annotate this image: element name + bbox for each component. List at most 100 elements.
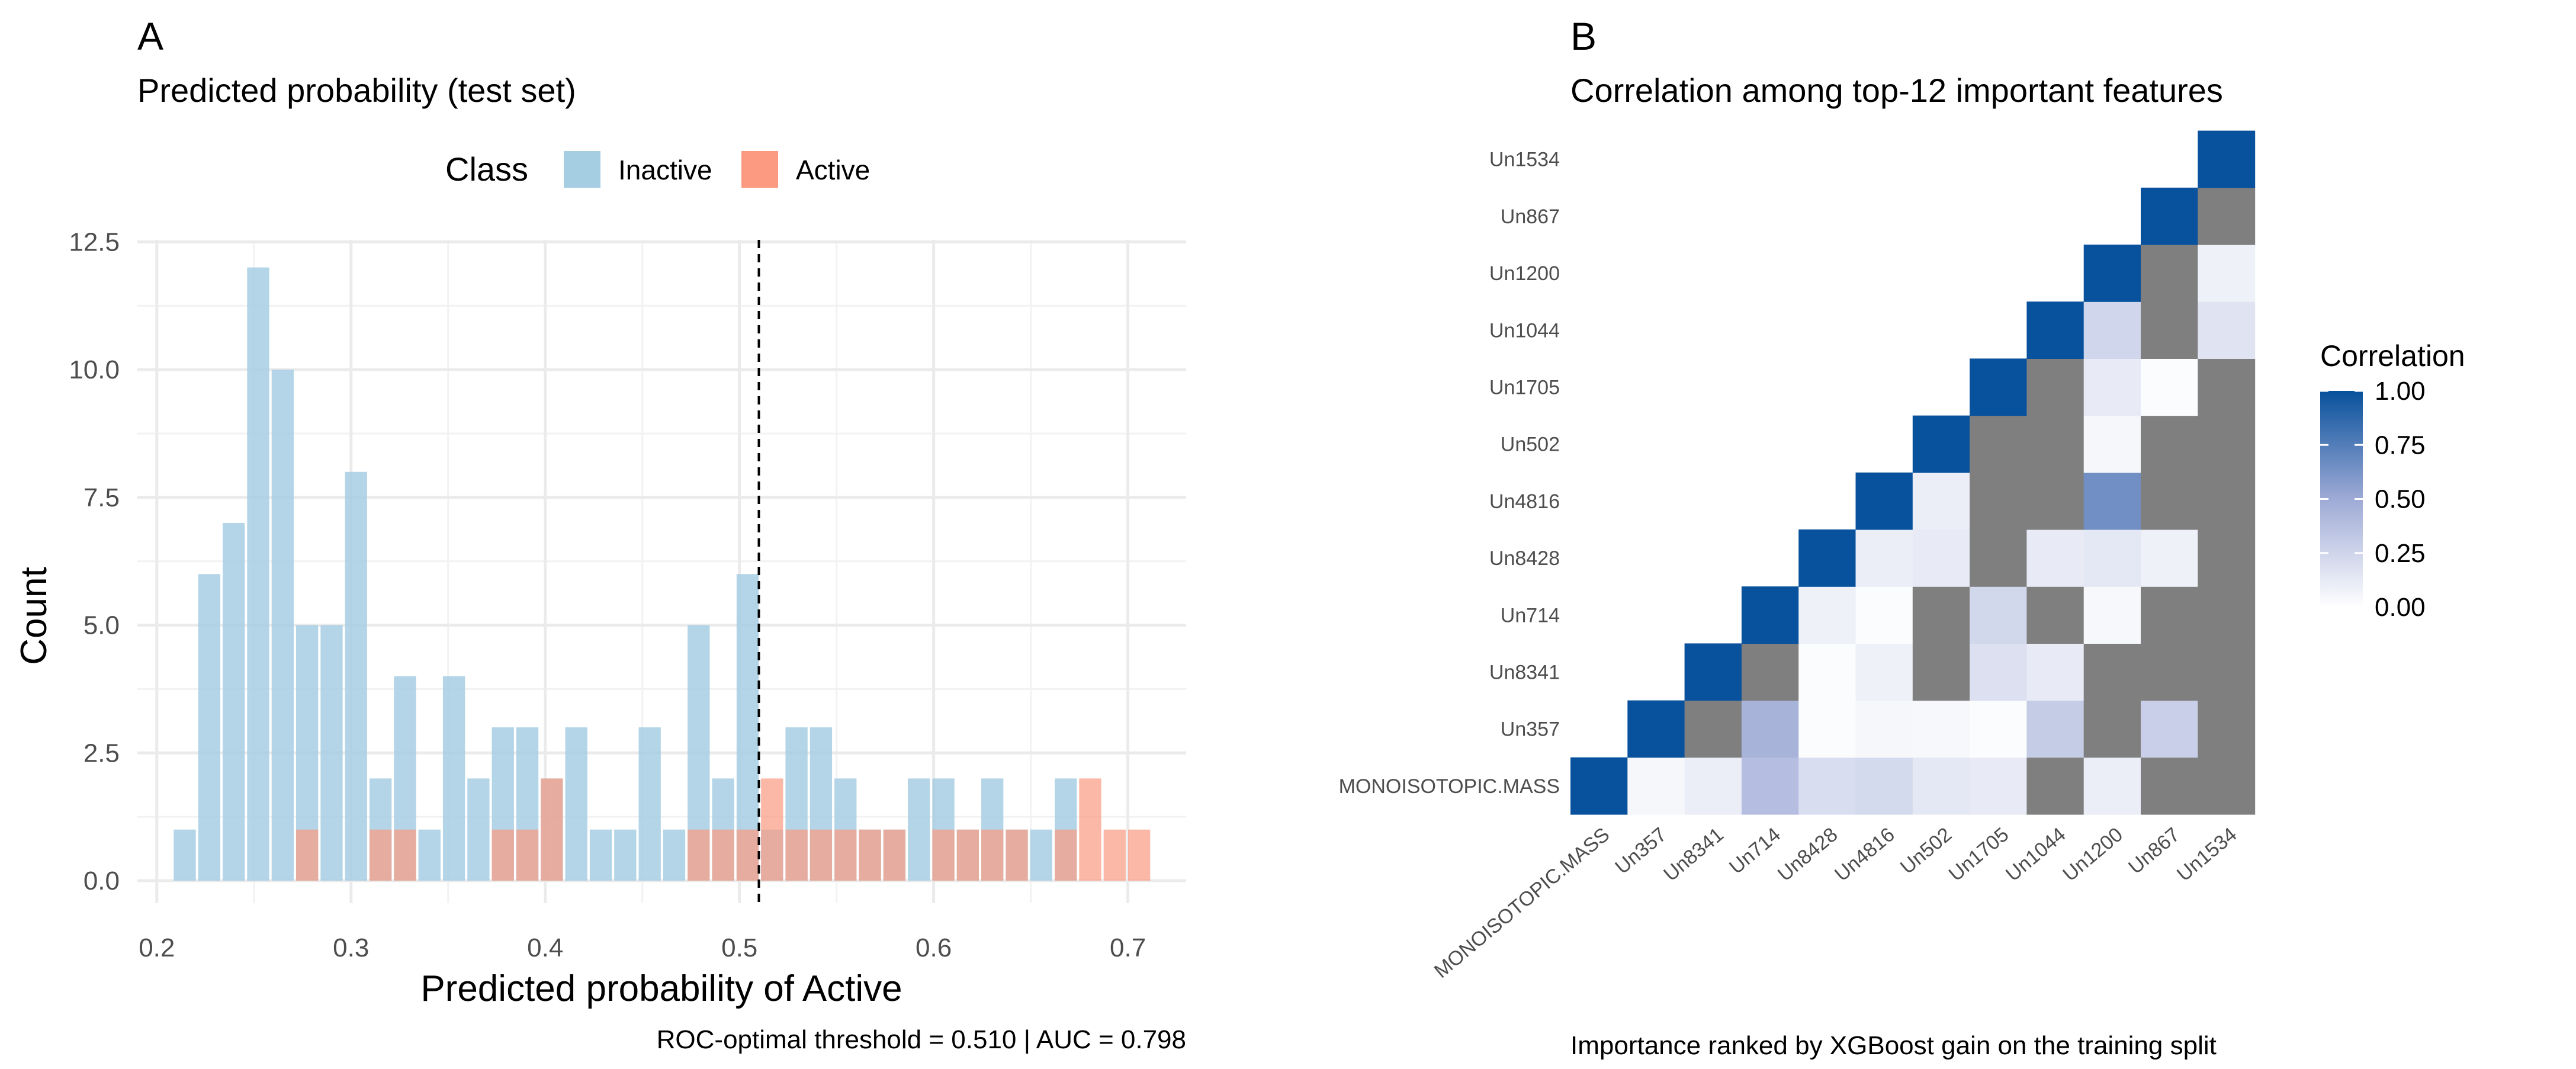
histogram-bar-inactive (271, 370, 294, 881)
heatmap-row-label: Un1534 (1489, 149, 1560, 171)
heatmap-cell (1970, 415, 2027, 473)
heatmap-cell (2198, 130, 2256, 188)
x-tick-label: 0.5 (721, 933, 757, 962)
heatmap-cell (2083, 586, 2141, 644)
histogram-gridlines (137, 240, 1186, 903)
heatmap-cell (2083, 643, 2141, 701)
heatmap-cell (2083, 700, 2141, 758)
heatmap-cell (2141, 472, 2198, 530)
heatmap-cell (2141, 643, 2198, 701)
histogram-bar-inactive (223, 523, 245, 881)
heatmap-cell (2198, 757, 2256, 815)
colorbar-title: Correlation (2320, 339, 2465, 373)
histogram-bar-active (712, 829, 734, 881)
heatmap-cells (1570, 130, 2256, 815)
heatmap-cell (2198, 301, 2256, 359)
heatmap-cell (2141, 245, 2198, 302)
heatmap-cell (2026, 415, 2084, 473)
heatmap-cell (1855, 529, 1913, 587)
heatmap-row-label: Un1705 (1489, 377, 1560, 399)
histogram-bar-active (834, 829, 857, 881)
histogram-bar-active (810, 829, 833, 881)
heatmap-cell (1798, 757, 1856, 815)
heatmap-row-label: MONOISOTOPIC.MASS (1339, 775, 1560, 798)
histogram-legend: Class Inactive Active (445, 150, 870, 188)
histogram-bar-inactive (614, 829, 637, 881)
histogram-bar-inactive (320, 625, 343, 881)
heatmap-cell (2141, 700, 2198, 758)
heatmap-cell (1684, 700, 1742, 758)
heatmap-cell (1912, 700, 1970, 758)
heatmap-cell (2141, 187, 2198, 245)
histogram-bar-active (541, 778, 563, 881)
histogram-bar-inactive (908, 778, 930, 881)
heatmap-cell (2198, 700, 2256, 758)
histogram-bar-inactive (174, 829, 196, 881)
heatmap-cell (2026, 301, 2084, 359)
heatmap-cell (1741, 757, 1799, 815)
histogram-bar-active (956, 829, 979, 881)
histogram-bar-active (1128, 829, 1151, 881)
colorbar-tick-label: 0.75 (2375, 431, 2426, 460)
legend-swatch-active (741, 151, 778, 188)
heatmap-cell (1741, 643, 1799, 701)
heatmap-cell (1627, 757, 1685, 815)
heatmap-cell (1684, 757, 1742, 815)
heatmap-row-label: Un714 (1501, 604, 1560, 627)
heatmap-cell (2198, 358, 2256, 416)
heatmap-cell (2083, 415, 2141, 473)
heatmap-cell (1855, 472, 1913, 530)
heatmap-row-label: Un357 (1501, 718, 1560, 741)
heatmap-cell (2083, 301, 2141, 359)
heatmap-row-label: Un4816 (1489, 490, 1560, 513)
colorbar-tick-label: 0.00 (2375, 593, 2426, 622)
histogram-bar-active (369, 829, 392, 881)
y-tick-label: 7.5 (83, 483, 120, 512)
histogram-bar-inactive (1030, 829, 1053, 881)
heatmap-cell (2198, 472, 2256, 530)
heatmap-cell (1970, 700, 2027, 758)
heatmap-cell (2083, 245, 2141, 302)
histogram-bar-active (932, 829, 955, 881)
heatmap-cell (2141, 301, 2198, 359)
heatmap-cell (1570, 757, 1628, 815)
y-tick-label: 10.0 (69, 355, 120, 384)
histogram-bar-active (883, 829, 906, 881)
y-axis-title: Count (14, 567, 54, 664)
histogram-bar-inactive (345, 471, 367, 881)
panel-b-caption: Importance ranked by XGBoost gain on the… (1570, 1031, 2217, 1060)
heatmap-row-labels: MONOISOTOPIC.MASS Un357 Un8341 Un714 Un8428 U… (1339, 149, 1560, 798)
histogram-bar-inactive (247, 267, 269, 881)
heatmap-cell (1970, 358, 2027, 416)
heatmap-row-label: Un867 (1501, 206, 1560, 228)
x-axis-title: Predicted probability of Active (420, 968, 902, 1009)
histogram-bar-inactive (467, 778, 490, 881)
heatmap-cell (1855, 643, 1913, 701)
heatmap-cell (2198, 529, 2256, 587)
histogram-bar-active (1103, 829, 1126, 881)
heatmap-cell (2083, 757, 2141, 815)
histogram-bar-inactive (418, 829, 441, 881)
histogram-bar-active (394, 829, 416, 881)
heatmap-column-label: Un1044 (2002, 823, 2070, 886)
heatmap-row-label: Un502 (1501, 434, 1560, 456)
heatmap-column-label: Un4816 (1830, 823, 1899, 886)
heatmap-row-label: Un8341 (1489, 662, 1560, 684)
histogram-bar-active (516, 829, 539, 881)
histogram-bar-inactive (565, 727, 587, 881)
heatmap-cell (1912, 643, 1970, 701)
heatmap-column-label: Un8428 (1774, 823, 1842, 886)
panel-a-title: Predicted probability (test set) (137, 72, 576, 109)
panel-b-tag: B (1570, 14, 1597, 58)
heatmap-cell (1855, 700, 1913, 758)
heatmap-cell (1684, 643, 1742, 701)
heatmap-row-label: Un1044 (1489, 319, 1560, 342)
histogram-bar-inactive (442, 676, 465, 881)
heatmap-cell (1912, 586, 1970, 644)
heatmap-cell (2083, 358, 2141, 416)
heatmap-cell (1855, 757, 1913, 815)
heatmap-cell (1912, 472, 1970, 530)
heatmap-row-label: Un1200 (1489, 262, 1560, 285)
heatmap-cell (1798, 700, 1856, 758)
